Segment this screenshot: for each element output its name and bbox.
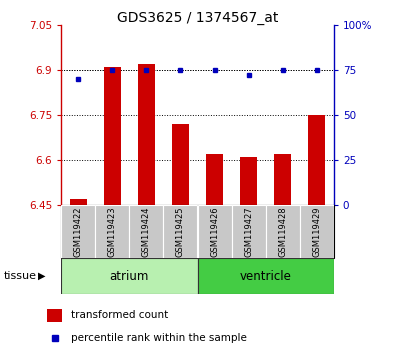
Bar <box>164 205 198 258</box>
Text: GSM119428: GSM119428 <box>278 206 287 257</box>
Bar <box>61 205 95 258</box>
Bar <box>308 115 325 205</box>
Text: GSM119429: GSM119429 <box>312 207 321 257</box>
Text: ventricle: ventricle <box>240 270 292 282</box>
Bar <box>70 199 87 205</box>
Bar <box>61 258 197 294</box>
Text: atrium: atrium <box>110 270 149 282</box>
Bar <box>206 154 223 205</box>
Bar <box>47 309 62 322</box>
Bar <box>265 205 300 258</box>
Bar <box>95 205 130 258</box>
Bar <box>300 205 334 258</box>
Bar <box>240 157 257 205</box>
Bar <box>198 205 231 258</box>
Text: percentile rank within the sample: percentile rank within the sample <box>71 332 246 343</box>
Text: GSM119426: GSM119426 <box>210 206 219 257</box>
Bar <box>130 205 164 258</box>
Text: transformed count: transformed count <box>71 310 168 320</box>
Text: GSM119423: GSM119423 <box>108 206 117 257</box>
Bar <box>274 154 291 205</box>
Bar <box>138 64 155 205</box>
Bar <box>198 258 334 294</box>
Text: GSM119425: GSM119425 <box>176 207 185 257</box>
Bar <box>172 124 189 205</box>
Text: GSM119424: GSM119424 <box>142 207 151 257</box>
Text: tissue: tissue <box>4 271 37 281</box>
Text: GDS3625 / 1374567_at: GDS3625 / 1374567_at <box>117 11 278 25</box>
Text: GSM119422: GSM119422 <box>74 207 83 257</box>
Text: ▶: ▶ <box>38 271 45 281</box>
Bar <box>231 205 265 258</box>
Text: GSM119427: GSM119427 <box>244 206 253 257</box>
Bar <box>104 67 121 205</box>
